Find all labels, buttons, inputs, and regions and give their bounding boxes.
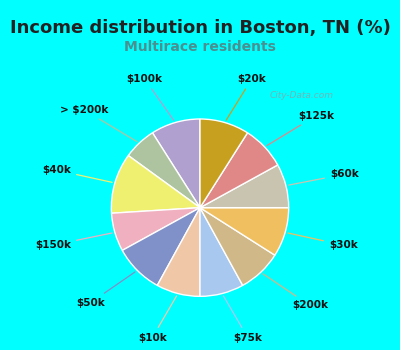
Wedge shape: [157, 208, 200, 296]
Text: City-Data.com: City-Data.com: [270, 91, 334, 100]
Text: $50k: $50k: [76, 272, 135, 308]
Text: > $200k: > $200k: [60, 105, 137, 142]
Text: $150k: $150k: [35, 233, 112, 250]
Wedge shape: [112, 208, 200, 250]
Wedge shape: [200, 133, 278, 208]
Text: $125k: $125k: [267, 111, 334, 146]
Wedge shape: [152, 119, 200, 208]
Text: $40k: $40k: [42, 165, 112, 182]
Wedge shape: [128, 133, 200, 208]
Wedge shape: [200, 208, 289, 255]
Text: Income distribution in Boston, TN (%): Income distribution in Boston, TN (%): [10, 19, 390, 37]
Text: $200k: $200k: [263, 274, 328, 310]
Text: $30k: $30k: [288, 233, 358, 250]
Wedge shape: [111, 155, 200, 213]
Text: $20k: $20k: [226, 74, 266, 120]
Text: $100k: $100k: [126, 74, 174, 120]
Text: $75k: $75k: [224, 296, 262, 343]
Wedge shape: [200, 165, 289, 208]
Wedge shape: [122, 208, 200, 285]
Text: $10k: $10k: [138, 296, 176, 343]
Wedge shape: [200, 119, 248, 208]
Wedge shape: [200, 208, 275, 285]
Wedge shape: [200, 208, 243, 296]
Text: Multirace residents: Multirace residents: [124, 40, 276, 54]
Text: $60k: $60k: [289, 169, 359, 185]
